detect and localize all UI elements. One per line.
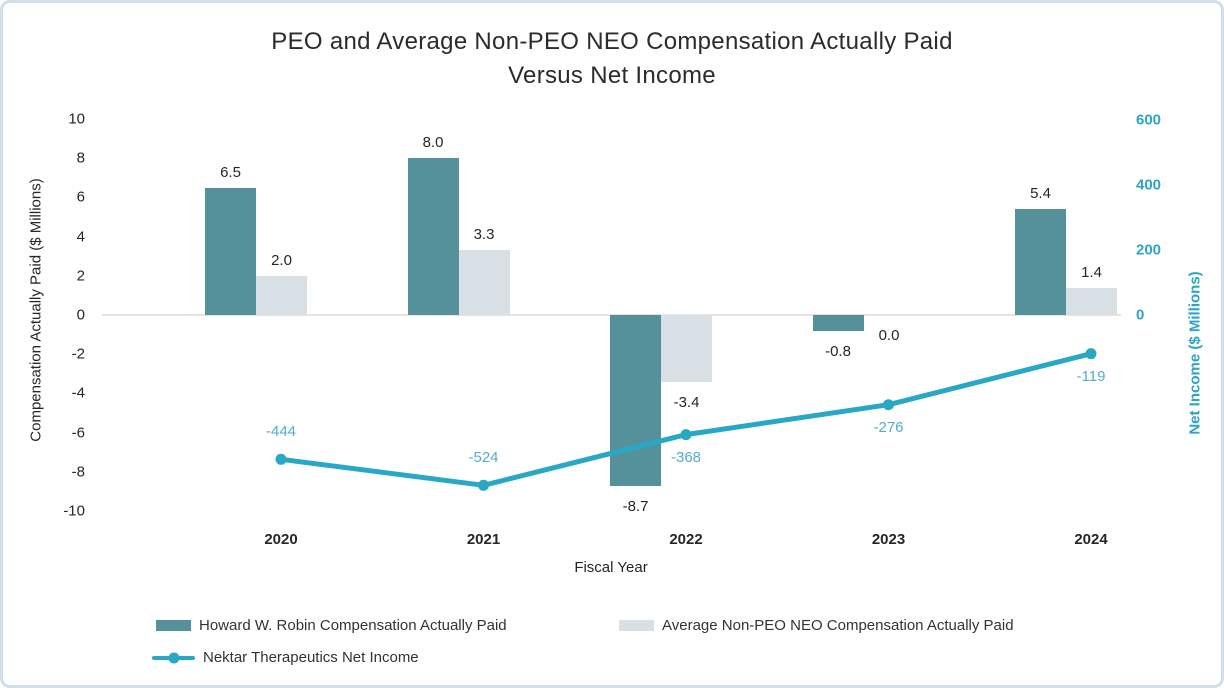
right-axis-tick: 400 [1136, 176, 1162, 194]
net-income-point-label: -444 [265, 423, 297, 441]
right-axis-tick: 600 [1136, 111, 1162, 129]
chart-title-line1: PEO and Average Non-PEO NEO Compensation… [271, 28, 953, 55]
bar-value-label: -0.8 [825, 342, 851, 360]
bar-value-label: 2.0 [271, 251, 292, 269]
left-axis-tick: 0 [76, 306, 85, 324]
right-axis-tick: 0 [1136, 306, 1145, 324]
left-axis-tick: -10 [63, 502, 85, 520]
bar-value-label: 5.4 [1030, 185, 1051, 203]
x-axis-tick-2024: 2024 [1074, 531, 1108, 548]
left-axis-tick: -4 [71, 384, 85, 402]
bar-nonpeo-2021 [458, 250, 510, 315]
legend-line-marker-icon [152, 652, 195, 663]
net-income-point-label: -368 [670, 448, 702, 466]
left-axis-tick: 4 [76, 228, 85, 246]
x-axis-tick-2023: 2023 [871, 531, 906, 548]
bar-value-label: 8.0 [422, 134, 444, 152]
bar-peo-2023 [812, 315, 864, 331]
x-axis-tick-2020: 2020 [264, 531, 298, 548]
x-axis-title: Fiscal Year [574, 559, 648, 576]
legend-label-peo-compensation: Howard W. Robin Compensation Actually Pa… [199, 617, 507, 634]
left-axis-tick: -2 [71, 345, 85, 363]
left-axis-tick: -8 [71, 463, 85, 481]
bar-value-label: 1.4 [1081, 263, 1102, 281]
legend-swatch-peo-compensation [156, 620, 191, 631]
left-axis-tick: 8 [76, 149, 85, 167]
bar-peo-2024 [1015, 209, 1066, 315]
bar-value-label: -3.4 [673, 393, 700, 411]
bar-nonpeo-2024 [1066, 287, 1117, 315]
chart-title-line2: Versus Net Income [508, 62, 716, 89]
bar-nonpeo-2020 [256, 275, 307, 315]
left-axis-tick: 10 [68, 110, 85, 128]
legend-item-net-income: Nektar Therapeutics Net Income [152, 649, 419, 666]
right-axis-title: Net Income ($ Millions) [1186, 271, 1204, 435]
bar-value-label: 0.0 [878, 327, 900, 344]
bar-peo-2020 [205, 187, 256, 315]
bar-peo-2021 [407, 158, 459, 315]
legend-item-nonpeo-compensation: Average Non-PEO NEO Compensation Actuall… [619, 617, 1014, 634]
bar-nonpeo-2022 [661, 315, 712, 382]
bar-value-label: 6.5 [220, 163, 241, 181]
plot-area: Compensation Actually Paid ($ Millions) … [3, 3, 1221, 685]
bar-value-label: 3.3 [473, 226, 495, 244]
net-income-point-label: -524 [468, 449, 499, 467]
bar-value-label: -8.7 [622, 497, 649, 515]
net-income-point-label: -119 [1076, 367, 1106, 385]
legend-label-net-income: Nektar Therapeutics Net Income [203, 649, 419, 666]
net-income-point-label: -276 [873, 418, 904, 436]
x-axis-tick-2022: 2022 [669, 531, 703, 548]
right-axis-tick: 200 [1136, 241, 1162, 259]
legend-label-nonpeo-compensation: Average Non-PEO NEO Compensation Actuall… [662, 617, 1014, 634]
bar-peo-2022 [610, 315, 661, 486]
left-axis-tick: -6 [71, 424, 85, 442]
legend-item-peo-compensation: Howard W. Robin Compensation Actually Pa… [156, 617, 507, 634]
chart-title: PEO and Average Non-PEO NEO Compensation… [3, 25, 1221, 93]
legend-swatch-nonpeo-compensation [619, 620, 654, 631]
left-axis-tick: 6 [76, 188, 85, 206]
x-axis-tick-2021: 2021 [466, 531, 501, 548]
left-axis-tick: 2 [76, 267, 85, 285]
